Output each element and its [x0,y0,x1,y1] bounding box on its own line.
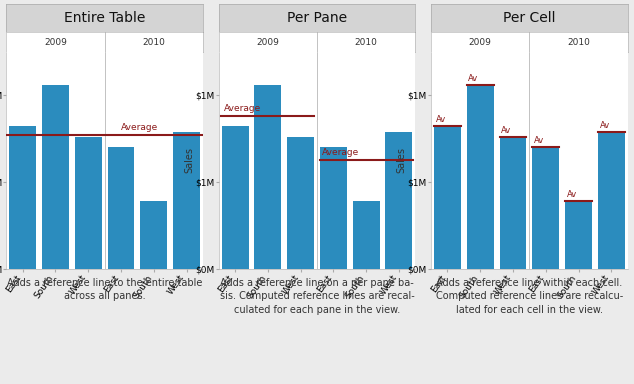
Text: Av: Av [469,74,479,83]
Bar [254,85,281,269]
Text: 2010: 2010 [354,38,378,47]
Text: Adds a reference line to the entire table
across all panes.: Adds a reference line to the entire tabl… [7,278,202,301]
Bar [222,126,249,269]
Bar [598,132,624,269]
Text: Av: Av [501,126,512,135]
Bar [173,132,200,269]
Bar [108,147,134,269]
Text: 2010: 2010 [143,38,165,47]
Text: Adds a reference line on a per pane ba-
sis. Computed reference lines are recal-: Adds a reference line on a per pane ba- … [219,278,415,314]
Bar [565,201,592,269]
Text: Average: Average [121,123,158,132]
Bar [467,85,494,269]
Bar [353,201,380,269]
Bar [140,201,167,269]
Text: 2009: 2009 [44,38,67,47]
Text: Average: Average [224,104,261,113]
Y-axis label: Sales: Sales [184,147,194,173]
Bar [10,126,36,269]
Text: Adds a reference line within each cell.
Computed reference lines are recalcu-
la: Adds a reference line within each cell. … [436,278,623,314]
Bar [500,137,526,269]
Text: Per Pane: Per Pane [287,11,347,25]
Bar [42,85,69,269]
Text: Average: Average [322,148,359,157]
Bar [434,126,461,269]
Text: Av: Av [534,136,544,145]
Bar [287,137,314,269]
Text: 2009: 2009 [469,38,491,47]
Text: 2009: 2009 [256,38,280,47]
Bar [320,147,347,269]
Text: Av: Av [600,121,610,129]
Text: Entire Table: Entire Table [64,11,145,25]
Text: 2010: 2010 [567,38,590,47]
Text: Per Cell: Per Cell [503,11,555,25]
Y-axis label: Sales: Sales [396,147,406,173]
Bar [533,147,559,269]
Bar [385,132,412,269]
Text: Av: Av [567,190,577,199]
Text: Av: Av [436,115,446,124]
Bar [75,137,101,269]
